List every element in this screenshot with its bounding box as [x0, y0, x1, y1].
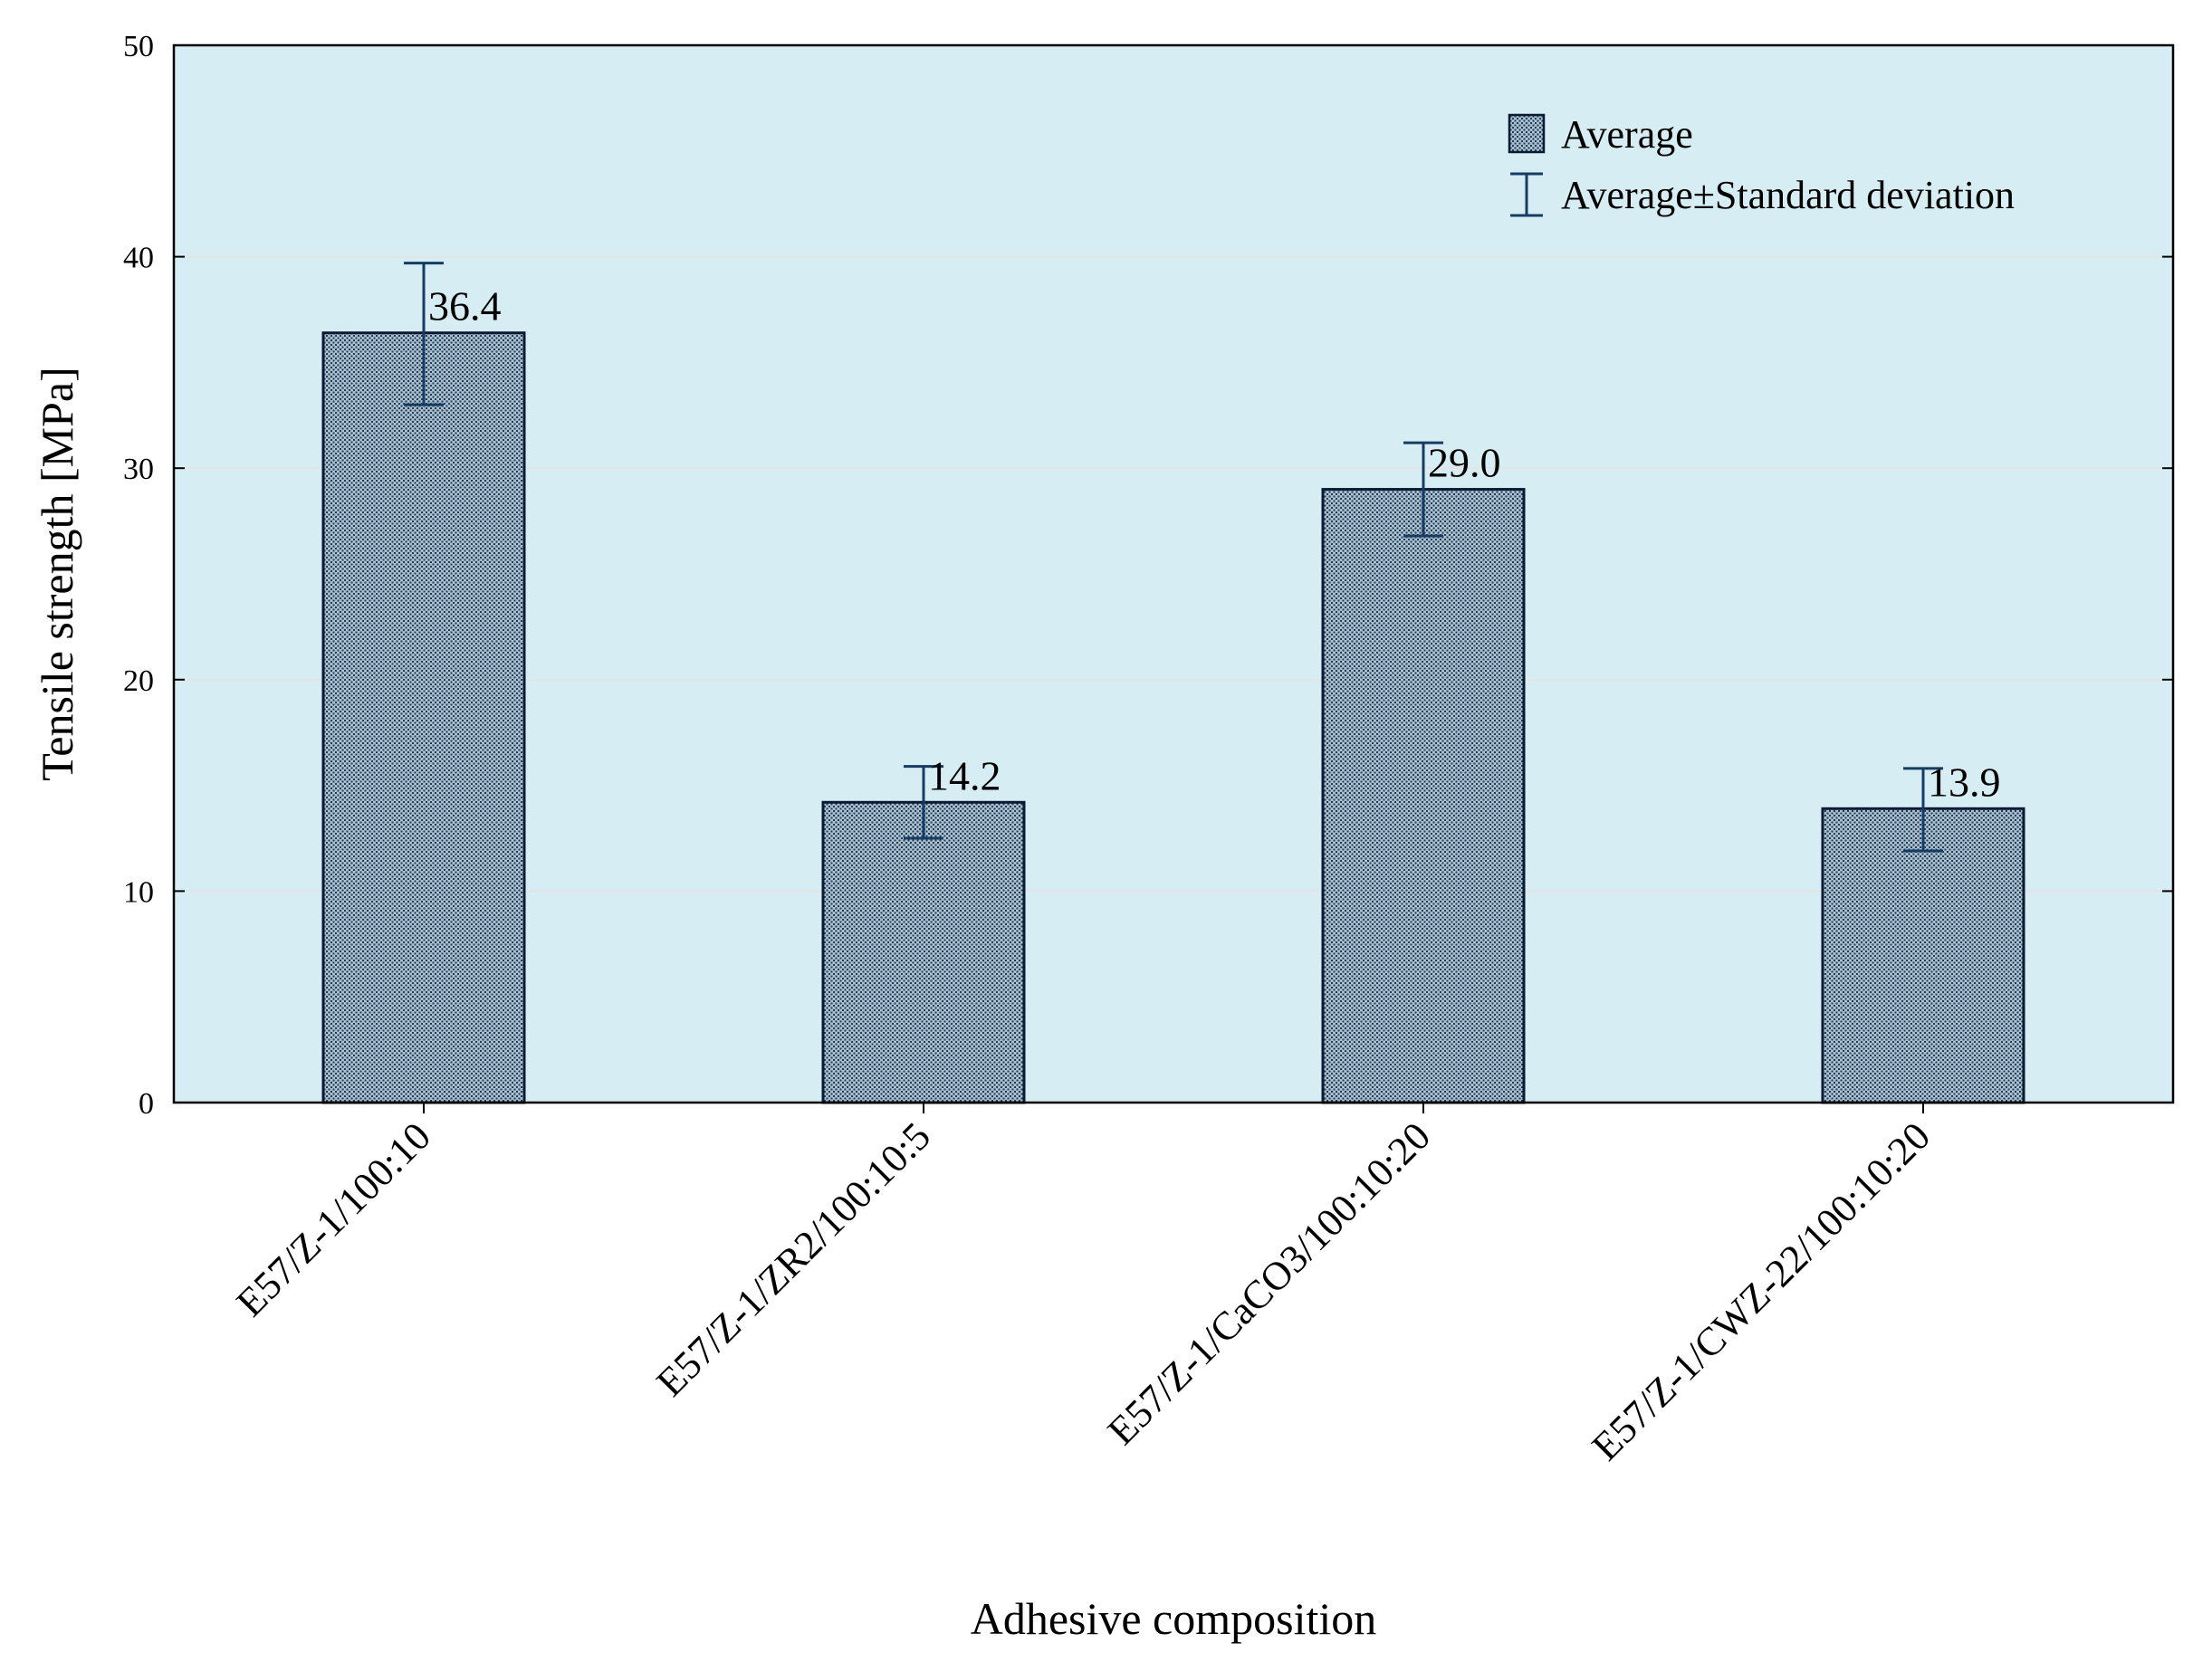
x-axis-ticks: E57/Z-1/100:10 E57/Z-1/ZR2/100:10:5 E57/Z-…	[228, 1103, 1939, 1469]
error-bars	[404, 262, 1943, 853]
x-tick-label: E57/Z-1/ZR2/100:10:5	[648, 1113, 940, 1405]
bar	[1321, 488, 1526, 1104]
legend-average-swatch	[1508, 113, 1546, 154]
bar	[1821, 807, 2025, 1104]
x-axis-title: Adhesive composition	[971, 1593, 1377, 1644]
legend-average-label: Average	[1561, 112, 1693, 157]
y-tick-label: 40	[123, 242, 154, 275]
y-axis-ticks: 0 10 20 30 40 50	[123, 30, 2173, 1121]
y-axis-title: Tensile strength [MPa]	[32, 367, 82, 781]
bar	[321, 331, 526, 1104]
data-label: 36.4	[428, 283, 502, 330]
data-label: 13.9	[1928, 759, 2001, 805]
x-tick-label: E57/Z-1/CWZ-22/100:10:20	[1584, 1113, 1939, 1468]
bars	[321, 331, 2025, 1104]
legend-errorbar-symbol	[1510, 172, 1543, 217]
legend: Average Average±Standard deviation	[1508, 112, 2015, 217]
y-tick-label: 30	[123, 453, 154, 486]
y-tick-label: 50	[123, 30, 154, 63]
x-tick-label: E57/Z-1/100:10	[228, 1113, 439, 1324]
plot-frame	[172, 43, 2175, 1104]
y-tick-label: 20	[123, 664, 154, 698]
y-tick-label: 0	[139, 1087, 154, 1121]
x-tick-label: E57/Z-1/CaCO3/100:10:20	[1099, 1113, 1439, 1453]
data-labels: 36.4 14.2 29.0 13.9	[428, 283, 2001, 806]
data-label: 29.0	[1428, 440, 1501, 486]
bar	[821, 800, 1026, 1104]
data-label: 14.2	[928, 752, 1001, 798]
y-tick-label: 10	[123, 875, 154, 909]
legend-errorbar-label: Average±Standard deviation	[1561, 173, 2015, 217]
